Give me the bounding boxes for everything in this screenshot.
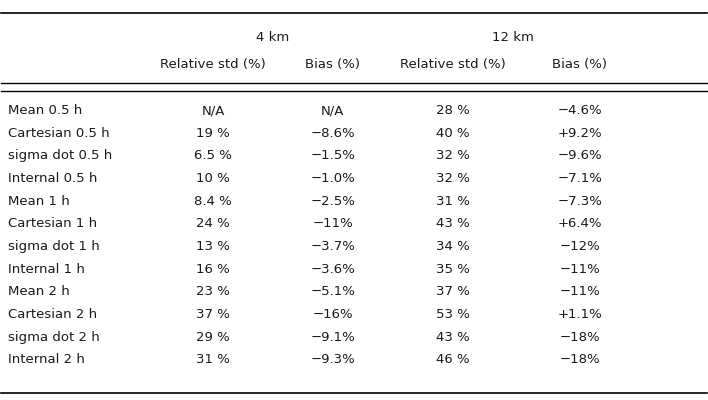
Text: Relative std (%): Relative std (%) <box>400 58 506 72</box>
Text: 37 %: 37 % <box>436 285 469 298</box>
Text: 8.4 %: 8.4 % <box>194 195 232 208</box>
Text: 29 %: 29 % <box>196 330 230 344</box>
Text: Cartesian 2 h: Cartesian 2 h <box>8 308 98 321</box>
Text: 6.5 %: 6.5 % <box>194 150 232 162</box>
Text: 35 %: 35 % <box>436 263 469 276</box>
Text: −12%: −12% <box>559 240 600 253</box>
Text: +6.4%: +6.4% <box>557 217 602 230</box>
Text: +1.1%: +1.1% <box>557 308 602 321</box>
Text: −11%: −11% <box>312 217 353 230</box>
Text: Mean 1 h: Mean 1 h <box>8 195 70 208</box>
Text: −8.6%: −8.6% <box>311 127 355 140</box>
Text: −2.5%: −2.5% <box>310 195 355 208</box>
Text: Mean 0.5 h: Mean 0.5 h <box>8 104 83 117</box>
Text: Relative std (%): Relative std (%) <box>160 58 266 72</box>
Text: 40 %: 40 % <box>436 127 469 140</box>
Text: −9.6%: −9.6% <box>557 150 602 162</box>
Text: −11%: −11% <box>559 285 600 298</box>
Text: −1.5%: −1.5% <box>310 150 355 162</box>
Text: −3.7%: −3.7% <box>310 240 355 253</box>
Text: 31 %: 31 % <box>436 195 469 208</box>
Text: 12 km: 12 km <box>492 31 534 44</box>
Text: 28 %: 28 % <box>436 104 469 117</box>
Text: 24 %: 24 % <box>196 217 230 230</box>
Text: −7.3%: −7.3% <box>557 195 602 208</box>
Text: 13 %: 13 % <box>196 240 230 253</box>
Text: 19 %: 19 % <box>196 127 230 140</box>
Text: 4 km: 4 km <box>256 31 290 44</box>
Text: sigma dot 2 h: sigma dot 2 h <box>8 330 101 344</box>
Text: 10 %: 10 % <box>196 172 230 185</box>
Text: 46 %: 46 % <box>436 353 469 366</box>
Text: −9.3%: −9.3% <box>311 353 355 366</box>
Text: 16 %: 16 % <box>196 263 230 276</box>
Text: Bias (%): Bias (%) <box>552 58 607 72</box>
Text: −5.1%: −5.1% <box>310 285 355 298</box>
Text: 31 %: 31 % <box>196 353 230 366</box>
Text: −9.1%: −9.1% <box>311 330 355 344</box>
Text: −11%: −11% <box>559 263 600 276</box>
Text: 53 %: 53 % <box>436 308 469 321</box>
Text: Internal 1 h: Internal 1 h <box>8 263 86 276</box>
Text: sigma dot 0.5 h: sigma dot 0.5 h <box>8 150 113 162</box>
Text: N/A: N/A <box>201 104 224 117</box>
Text: −16%: −16% <box>312 308 353 321</box>
Text: Bias (%): Bias (%) <box>305 58 360 72</box>
Text: Internal 0.5 h: Internal 0.5 h <box>8 172 98 185</box>
Text: −4.6%: −4.6% <box>557 104 602 117</box>
Text: 32 %: 32 % <box>436 172 469 185</box>
Text: Mean 2 h: Mean 2 h <box>8 285 70 298</box>
Text: −3.6%: −3.6% <box>311 263 355 276</box>
Text: −18%: −18% <box>559 330 600 344</box>
Text: sigma dot 1 h: sigma dot 1 h <box>8 240 101 253</box>
Text: −7.1%: −7.1% <box>557 172 602 185</box>
Text: 37 %: 37 % <box>196 308 230 321</box>
Text: N/A: N/A <box>321 104 345 117</box>
Text: Internal 2 h: Internal 2 h <box>8 353 86 366</box>
Text: Cartesian 1 h: Cartesian 1 h <box>8 217 98 230</box>
Text: 43 %: 43 % <box>436 330 469 344</box>
Text: −18%: −18% <box>559 353 600 366</box>
Text: 32 %: 32 % <box>436 150 469 162</box>
Text: Cartesian 0.5 h: Cartesian 0.5 h <box>8 127 110 140</box>
Text: −1.0%: −1.0% <box>311 172 355 185</box>
Text: +9.2%: +9.2% <box>557 127 602 140</box>
Text: 43 %: 43 % <box>436 217 469 230</box>
Text: 23 %: 23 % <box>196 285 230 298</box>
Text: 34 %: 34 % <box>436 240 469 253</box>
